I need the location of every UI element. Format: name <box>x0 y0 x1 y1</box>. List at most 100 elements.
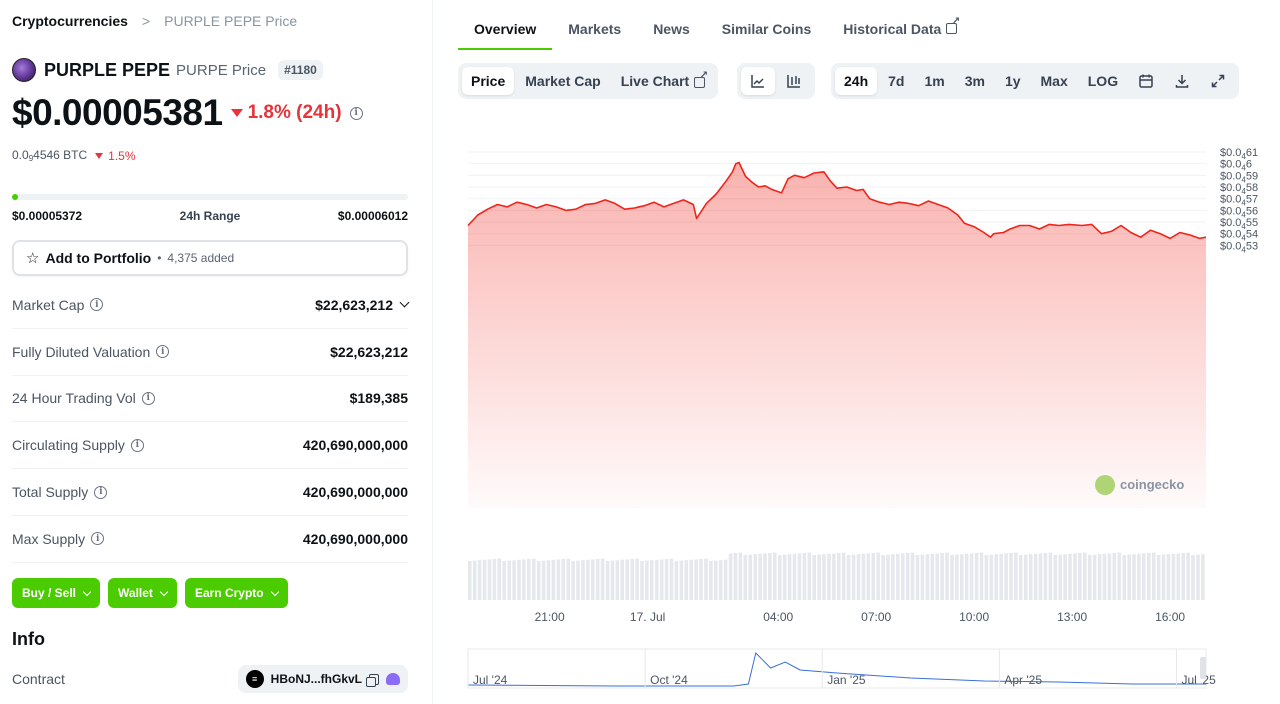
range-3m-button[interactable]: 3m <box>964 73 985 89</box>
volume-bar <box>655 559 659 600</box>
volume-bar <box>709 561 713 600</box>
info-icon[interactable]: i <box>94 485 108 499</box>
volume-bar <box>576 560 580 600</box>
y-tick-label: $0.0454 <box>1220 229 1258 243</box>
volume-bar <box>822 554 826 600</box>
main-tabs: Overview Markets News Similar Coins Hist… <box>458 0 973 50</box>
volume-bar <box>1004 553 1008 600</box>
volume-bar <box>901 553 905 600</box>
volume-bar <box>950 555 954 600</box>
volume-bar <box>586 559 590 600</box>
volume-bar <box>664 559 669 600</box>
volume-bar <box>733 553 738 600</box>
earn-crypto-button[interactable]: Earn Crypto <box>184 578 288 608</box>
chevron-down-icon <box>82 587 92 596</box>
volume-bar <box>891 554 895 600</box>
volume-bar <box>1043 553 1048 600</box>
contract-pill[interactable]: ≡ HBoNJ...fhGkvL <box>237 665 408 693</box>
volume-bar <box>1058 554 1062 600</box>
volume-bar <box>1151 552 1156 600</box>
volume-bar <box>630 559 634 600</box>
volume-bar <box>1028 554 1033 600</box>
volume-bar <box>497 558 502 600</box>
volume-bar <box>841 552 846 600</box>
price-chart[interactable]: $0.0461$0.046$0.0459$0.0458$0.0457$0.045… <box>458 100 1268 700</box>
portfolio-separator: • <box>157 251 162 265</box>
candlestick-icon <box>787 75 800 88</box>
y-tick-label: $0.0456 <box>1220 205 1258 219</box>
volume-bar <box>861 553 866 600</box>
chart-type-toggle: Price Market Cap Live Chart <box>458 63 719 99</box>
purple-pepe-logo-icon <box>12 58 36 82</box>
range-7d-button[interactable]: 7d <box>888 73 905 89</box>
volume-bar <box>807 552 812 600</box>
volume-bar <box>832 553 836 600</box>
buy-sell-button[interactable]: Buy / Sell <box>12 578 101 608</box>
navigator-label: Jul '25 <box>1181 673 1216 687</box>
contract-label: Contract <box>12 671 65 687</box>
wallet-button[interactable]: Wallet <box>108 578 177 608</box>
stat-value[interactable]: $22,623,212 <box>315 297 410 313</box>
volume-bar <box>1014 552 1018 600</box>
volume-bar <box>1087 555 1092 600</box>
volume-bar <box>595 559 600 600</box>
volume-bar <box>1107 553 1112 600</box>
x-tick-label: 13:00 <box>1057 610 1087 624</box>
volume-bar <box>1186 552 1190 600</box>
volume-bar <box>1092 554 1097 600</box>
volume-bar <box>979 552 984 600</box>
live-chart-link[interactable]: Live Chart <box>612 67 714 95</box>
info-icon[interactable]: i <box>91 532 105 546</box>
breadcrumb-separator: > <box>141 13 151 29</box>
tab-news[interactable]: News <box>653 21 690 37</box>
volume-bar <box>1112 553 1117 600</box>
price-toggle[interactable]: Price <box>462 67 515 95</box>
tab-overview[interactable]: Overview <box>458 0 553 50</box>
tab-historical-data[interactable]: Historical Data <box>827 0 973 50</box>
volume-bar <box>856 554 861 600</box>
info-icon[interactable]: i <box>130 438 144 452</box>
info-icon[interactable]: i <box>156 345 170 359</box>
range-bar-fill <box>12 194 18 200</box>
chevron-down-icon[interactable] <box>399 297 410 308</box>
y-tick-label: $0.0461 <box>1220 147 1258 161</box>
info-icon[interactable]: i <box>141 391 155 405</box>
range-max-button[interactable]: Max <box>1040 73 1068 89</box>
calendar-button[interactable] <box>1129 67 1163 95</box>
volume-bar <box>827 553 831 600</box>
info-icon[interactable]: i <box>90 298 104 312</box>
volume-bar <box>1083 552 1087 600</box>
market-cap-toggle[interactable]: Market Cap <box>525 73 601 89</box>
volume-bar <box>1132 554 1136 600</box>
log-scale-button[interactable]: LOG <box>1087 73 1119 89</box>
volume-bar <box>787 554 792 600</box>
range-1m-button[interactable]: 1m <box>924 73 945 89</box>
download-button[interactable] <box>1165 67 1199 95</box>
x-tick-label: 16:00 <box>1155 610 1185 624</box>
info-icon[interactable]: i <box>349 106 363 120</box>
volume-bar <box>1147 553 1151 600</box>
volume-bar <box>984 555 989 600</box>
fullscreen-button[interactable] <box>1201 67 1235 95</box>
range-24h-button[interactable]: 24h <box>835 67 878 95</box>
tab-markets[interactable]: Markets <box>568 21 622 37</box>
tab-similar-coins[interactable]: Similar Coins <box>721 21 812 37</box>
copy-icon[interactable] <box>366 673 379 687</box>
candlestick-chart-button[interactable] <box>777 67 811 95</box>
btc-change: 1.5% <box>95 149 136 163</box>
line-chart-button[interactable] <box>741 67 775 95</box>
add-to-portfolio-button[interactable]: ☆ Add to Portfolio • 4,375 added <box>12 240 408 276</box>
volume-bar <box>487 559 492 600</box>
volume-bar <box>1053 555 1058 600</box>
stat-row: Total Supply i 420,690,000,000 <box>12 469 408 516</box>
navigator-line <box>467 652 1206 687</box>
volume-bar <box>812 555 816 600</box>
external-link-icon <box>694 70 708 88</box>
volume-bar <box>1142 553 1146 600</box>
phantom-wallet-icon[interactable] <box>386 673 400 685</box>
volume-bar <box>905 553 910 600</box>
volume-bar <box>974 553 979 600</box>
breadcrumb-cryptocurrencies[interactable]: Cryptocurrencies <box>12 13 128 29</box>
volume-bar <box>763 553 767 600</box>
range-1y-button[interactable]: 1y <box>1004 73 1021 89</box>
